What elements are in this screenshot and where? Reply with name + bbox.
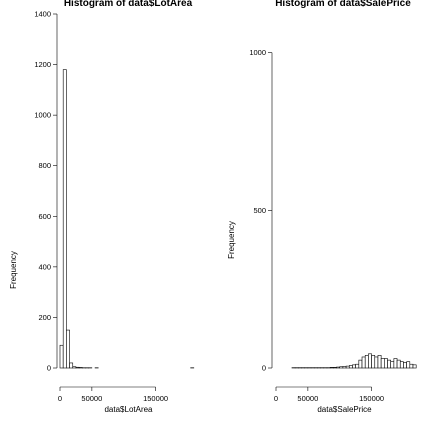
saleprice-ylabel: Frequency bbox=[227, 221, 236, 259]
histogram-bar bbox=[339, 366, 344, 369]
histogram-bar bbox=[352, 364, 356, 369]
histogram-bar bbox=[342, 366, 347, 369]
x-tick-label: 150000 bbox=[143, 394, 168, 403]
y-tick-label: 0 bbox=[47, 364, 51, 373]
histogram-bar bbox=[364, 355, 369, 369]
histogram-bar bbox=[361, 356, 366, 369]
histogram-bar bbox=[384, 358, 388, 369]
histogram-bar bbox=[371, 355, 376, 369]
histogram-bar bbox=[406, 361, 411, 369]
histogram-bar bbox=[78, 367, 83, 369]
y-tick-label: 500 bbox=[253, 206, 266, 215]
x-tick-label: 150000 bbox=[359, 394, 384, 403]
histogram-bar bbox=[62, 69, 67, 369]
histogram-bar bbox=[390, 361, 395, 369]
y-tick-label: 1200 bbox=[34, 60, 51, 69]
lotarea-ylabel: Frequency bbox=[9, 251, 18, 289]
lotarea-x-axis: 0 50000 150000 bbox=[58, 386, 168, 403]
x-tick-label: 50000 bbox=[81, 394, 102, 403]
y-tick-label: 600 bbox=[38, 212, 51, 221]
y-tick-label: 1400 bbox=[34, 10, 51, 19]
histogram-bar bbox=[355, 363, 360, 369]
x-tick-label: 50000 bbox=[297, 394, 318, 403]
y-tick-label: 200 bbox=[38, 313, 51, 322]
histogram-bar bbox=[336, 366, 341, 369]
y-tick-label: 800 bbox=[38, 161, 51, 170]
saleprice-y-axis: 050010001500 bbox=[249, 48, 273, 373]
x-tick-label: 0 bbox=[58, 394, 62, 403]
histogram-bar bbox=[377, 355, 382, 369]
y-tick-label: 1000 bbox=[34, 111, 51, 120]
lotarea-y-axis: 0 200 400 600 800 1000 1200 1400 bbox=[34, 10, 58, 373]
lotarea-bars bbox=[59, 69, 195, 369]
lotarea-histogram: Histogram of data$LotArea Frequency data… bbox=[9, 0, 195, 414]
histogram-bar bbox=[333, 367, 337, 369]
histogram-bar bbox=[329, 367, 334, 369]
histogram-bar bbox=[69, 362, 74, 369]
histogram-bar bbox=[409, 363, 414, 369]
saleprice-bars bbox=[291, 353, 417, 369]
y-tick-label: 0 bbox=[262, 364, 266, 373]
histogram-bar bbox=[368, 353, 372, 369]
histogram-bar bbox=[66, 329, 70, 369]
saleprice-ylabel-group: Frequency bbox=[227, 221, 236, 259]
histogram-bar bbox=[396, 359, 401, 369]
lotarea-title: Histogram of data$LotArea bbox=[64, 0, 193, 9]
histogram-bar bbox=[380, 358, 385, 369]
histogram-bar bbox=[393, 358, 398, 369]
lotarea-xlabel: data$LotArea bbox=[104, 405, 153, 414]
lotarea-ylabel-group: Frequency bbox=[9, 251, 18, 289]
histogram-bar bbox=[75, 366, 80, 369]
histogram-bar bbox=[358, 359, 363, 369]
histogram-bar bbox=[72, 366, 77, 369]
saleprice-xlabel: data$SalePrice bbox=[317, 405, 372, 414]
histogram-bar bbox=[403, 362, 407, 369]
saleprice-title: Histogram of data$SalePrice bbox=[275, 0, 411, 9]
y-tick-label: 1000 bbox=[249, 48, 266, 57]
histogram-bar bbox=[374, 356, 379, 369]
histogram-bar bbox=[345, 365, 350, 369]
histogram-bar bbox=[59, 344, 64, 369]
histogram-bar bbox=[399, 361, 404, 369]
y-tick-label: 400 bbox=[38, 262, 51, 271]
x-tick-label: 0 bbox=[274, 394, 278, 403]
histogram-bar bbox=[387, 359, 391, 369]
saleprice-histogram: Histogram of data$SalePrice Frequency da… bbox=[227, 0, 417, 414]
histogram-bar bbox=[348, 365, 353, 369]
histogram-bar bbox=[412, 364, 417, 369]
saleprice-x-axis: 0 50000 150000 bbox=[274, 386, 384, 403]
